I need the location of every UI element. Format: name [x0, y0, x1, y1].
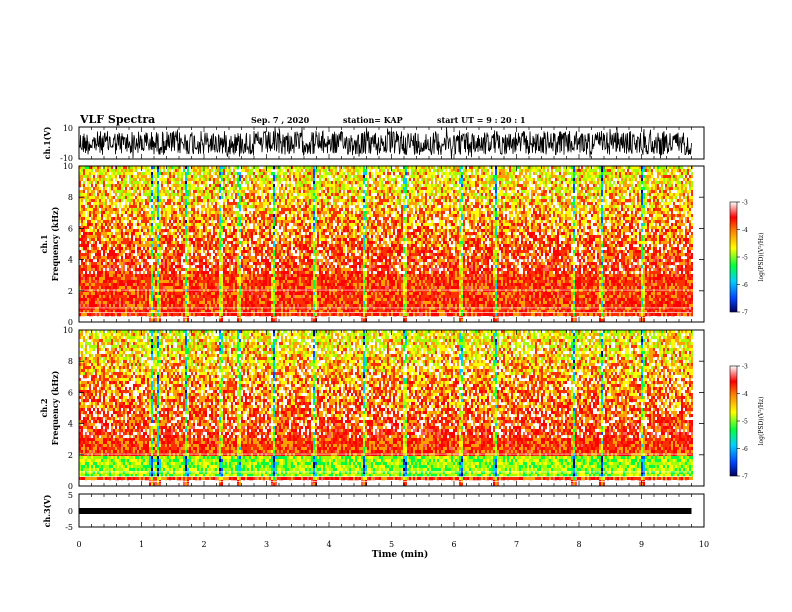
ch1-spectrogram-yticks: 0 2 4 6 8 10 [63, 162, 704, 327]
ch1-colorbar-label: log(PSD)(V²/Hz) [758, 233, 765, 282]
ch2-spectrogram-panel: 0 2 4 6 8 10 ch.2 Frequency (kHz) [39, 326, 705, 491]
ch1-ytick-bottom: -10 [60, 154, 73, 163]
ch1-colorbar-tick--4: -4 [742, 227, 748, 234]
time-tick-4: 4 [326, 540, 331, 549]
ch1-spectrogram-ytick-4: 4 [68, 256, 73, 265]
ch2-colorbar-label: log(PSD)(V²/Hz) [758, 397, 765, 446]
ch3-waveform-trace [79, 508, 692, 514]
ch2-spectrogram-ylabel-channel: ch.2 [39, 398, 49, 417]
ch1-spectrogram-image [79, 166, 693, 323]
ch3-waveform-panel: 5 0 -5 ch.3(V) [42, 491, 705, 532]
ch2-spectrogram-ylabel-frequency: Frequency (kHz) [50, 370, 60, 445]
ch1-spectrogram-ytick-0: 0 [68, 318, 73, 327]
station-label: station= KAP [343, 115, 403, 125]
ch1-waveform-trace [78, 127, 692, 159]
ch2-colorbar-ticks: -3 -4 -5 -6 -7 [737, 364, 748, 481]
time-tick-5: 5 [389, 540, 394, 549]
ch3-ytick-top: 5 [68, 491, 73, 500]
figure-title: VLF Spectra [79, 113, 155, 126]
ch2-spectrogram-ytick-0: 0 [68, 482, 73, 491]
ch2-colorbar-tick--7: -7 [742, 474, 748, 481]
time-tick-1: 1 [139, 540, 144, 549]
ch1-colorbar-tick--7: -7 [742, 310, 748, 317]
ch1-spectrogram-ytick-6: 6 [68, 224, 73, 233]
ch1-colorbar-tick--6: -6 [742, 282, 748, 289]
time-tick-3: 3 [264, 540, 269, 549]
time-tick-2: 2 [201, 540, 206, 549]
time-axis-ticks: 0 1 2 3 4 5 6 7 8 9 10 [76, 127, 709, 549]
ch1-spectrogram-ytick-8: 8 [68, 193, 73, 202]
ch2-spectrogram-ytick-6: 6 [68, 388, 73, 397]
ch2-spectrogram-image [79, 330, 693, 487]
ch1-colorbar-ticks: -3 -4 -5 -6 -7 [737, 200, 748, 317]
ch1-spectrogram-ytick-10: 10 [63, 162, 73, 171]
start-time-label: start UT = 9 : 20 : 1 [437, 115, 526, 125]
ch1-colorbar-gradient [730, 202, 737, 312]
ch3-waveform-ylabel: ch.3(V) [42, 494, 52, 527]
ch1-colorbar-tick--5: -5 [742, 255, 748, 262]
ch1-ytick-top: 10 [63, 124, 73, 133]
ch2-colorbar-gradient [730, 366, 737, 476]
date-label: Sep. 7 , 2020 [251, 115, 310, 125]
time-tick-10: 10 [699, 540, 709, 549]
ch3-ytick-bottom: -5 [65, 523, 73, 532]
ch1-colorbar: -3 -4 -5 -6 -7 log(PSD)(V²/Hz) [729, 200, 765, 317]
ch1-spectrogram-ytick-2: 2 [68, 287, 73, 296]
time-tick-7: 7 [514, 540, 519, 549]
time-tick-9: 9 [639, 540, 644, 549]
ch2-spectrogram-yticks: 0 2 4 6 8 10 [63, 326, 704, 491]
ch1-colorbar-tick--3: -3 [742, 200, 748, 207]
ch2-spectrogram-ytick-2: 2 [68, 451, 73, 460]
ch1-spectrogram-ylabel-channel: ch.1 [39, 234, 49, 253]
time-tick-6: 6 [451, 540, 456, 549]
ch1-spectrogram-panel: 0 2 4 6 8 10 ch.1 Frequency (kHz) [39, 162, 705, 327]
ch2-colorbar-tick--4: -4 [742, 391, 748, 398]
time-tick-0: 0 [76, 540, 81, 549]
ch1-waveform-line [78, 127, 692, 159]
time-tick-8: 8 [576, 540, 581, 549]
time-axis-label: Time (min) [372, 549, 429, 560]
ch2-spectrogram-ytick-4: 4 [68, 420, 73, 429]
ch1-waveform-ylabel: ch.1(V) [42, 126, 52, 159]
ch2-colorbar-tick--6: -6 [742, 446, 748, 453]
ch2-spectrogram-ytick-10: 10 [63, 326, 73, 335]
ch1-spectrogram-ylabel-frequency: Frequency (kHz) [50, 206, 60, 281]
ch2-colorbar-tick--5: -5 [742, 419, 748, 426]
ch2-colorbar-tick--3: -3 [742, 364, 748, 371]
ch2-colorbar: -3 -4 -5 -6 -7 log(PSD)(V²/Hz) [729, 364, 765, 481]
ch2-spectrogram-ytick-8: 8 [68, 357, 73, 366]
ch3-ytick-middle: 0 [68, 507, 73, 516]
